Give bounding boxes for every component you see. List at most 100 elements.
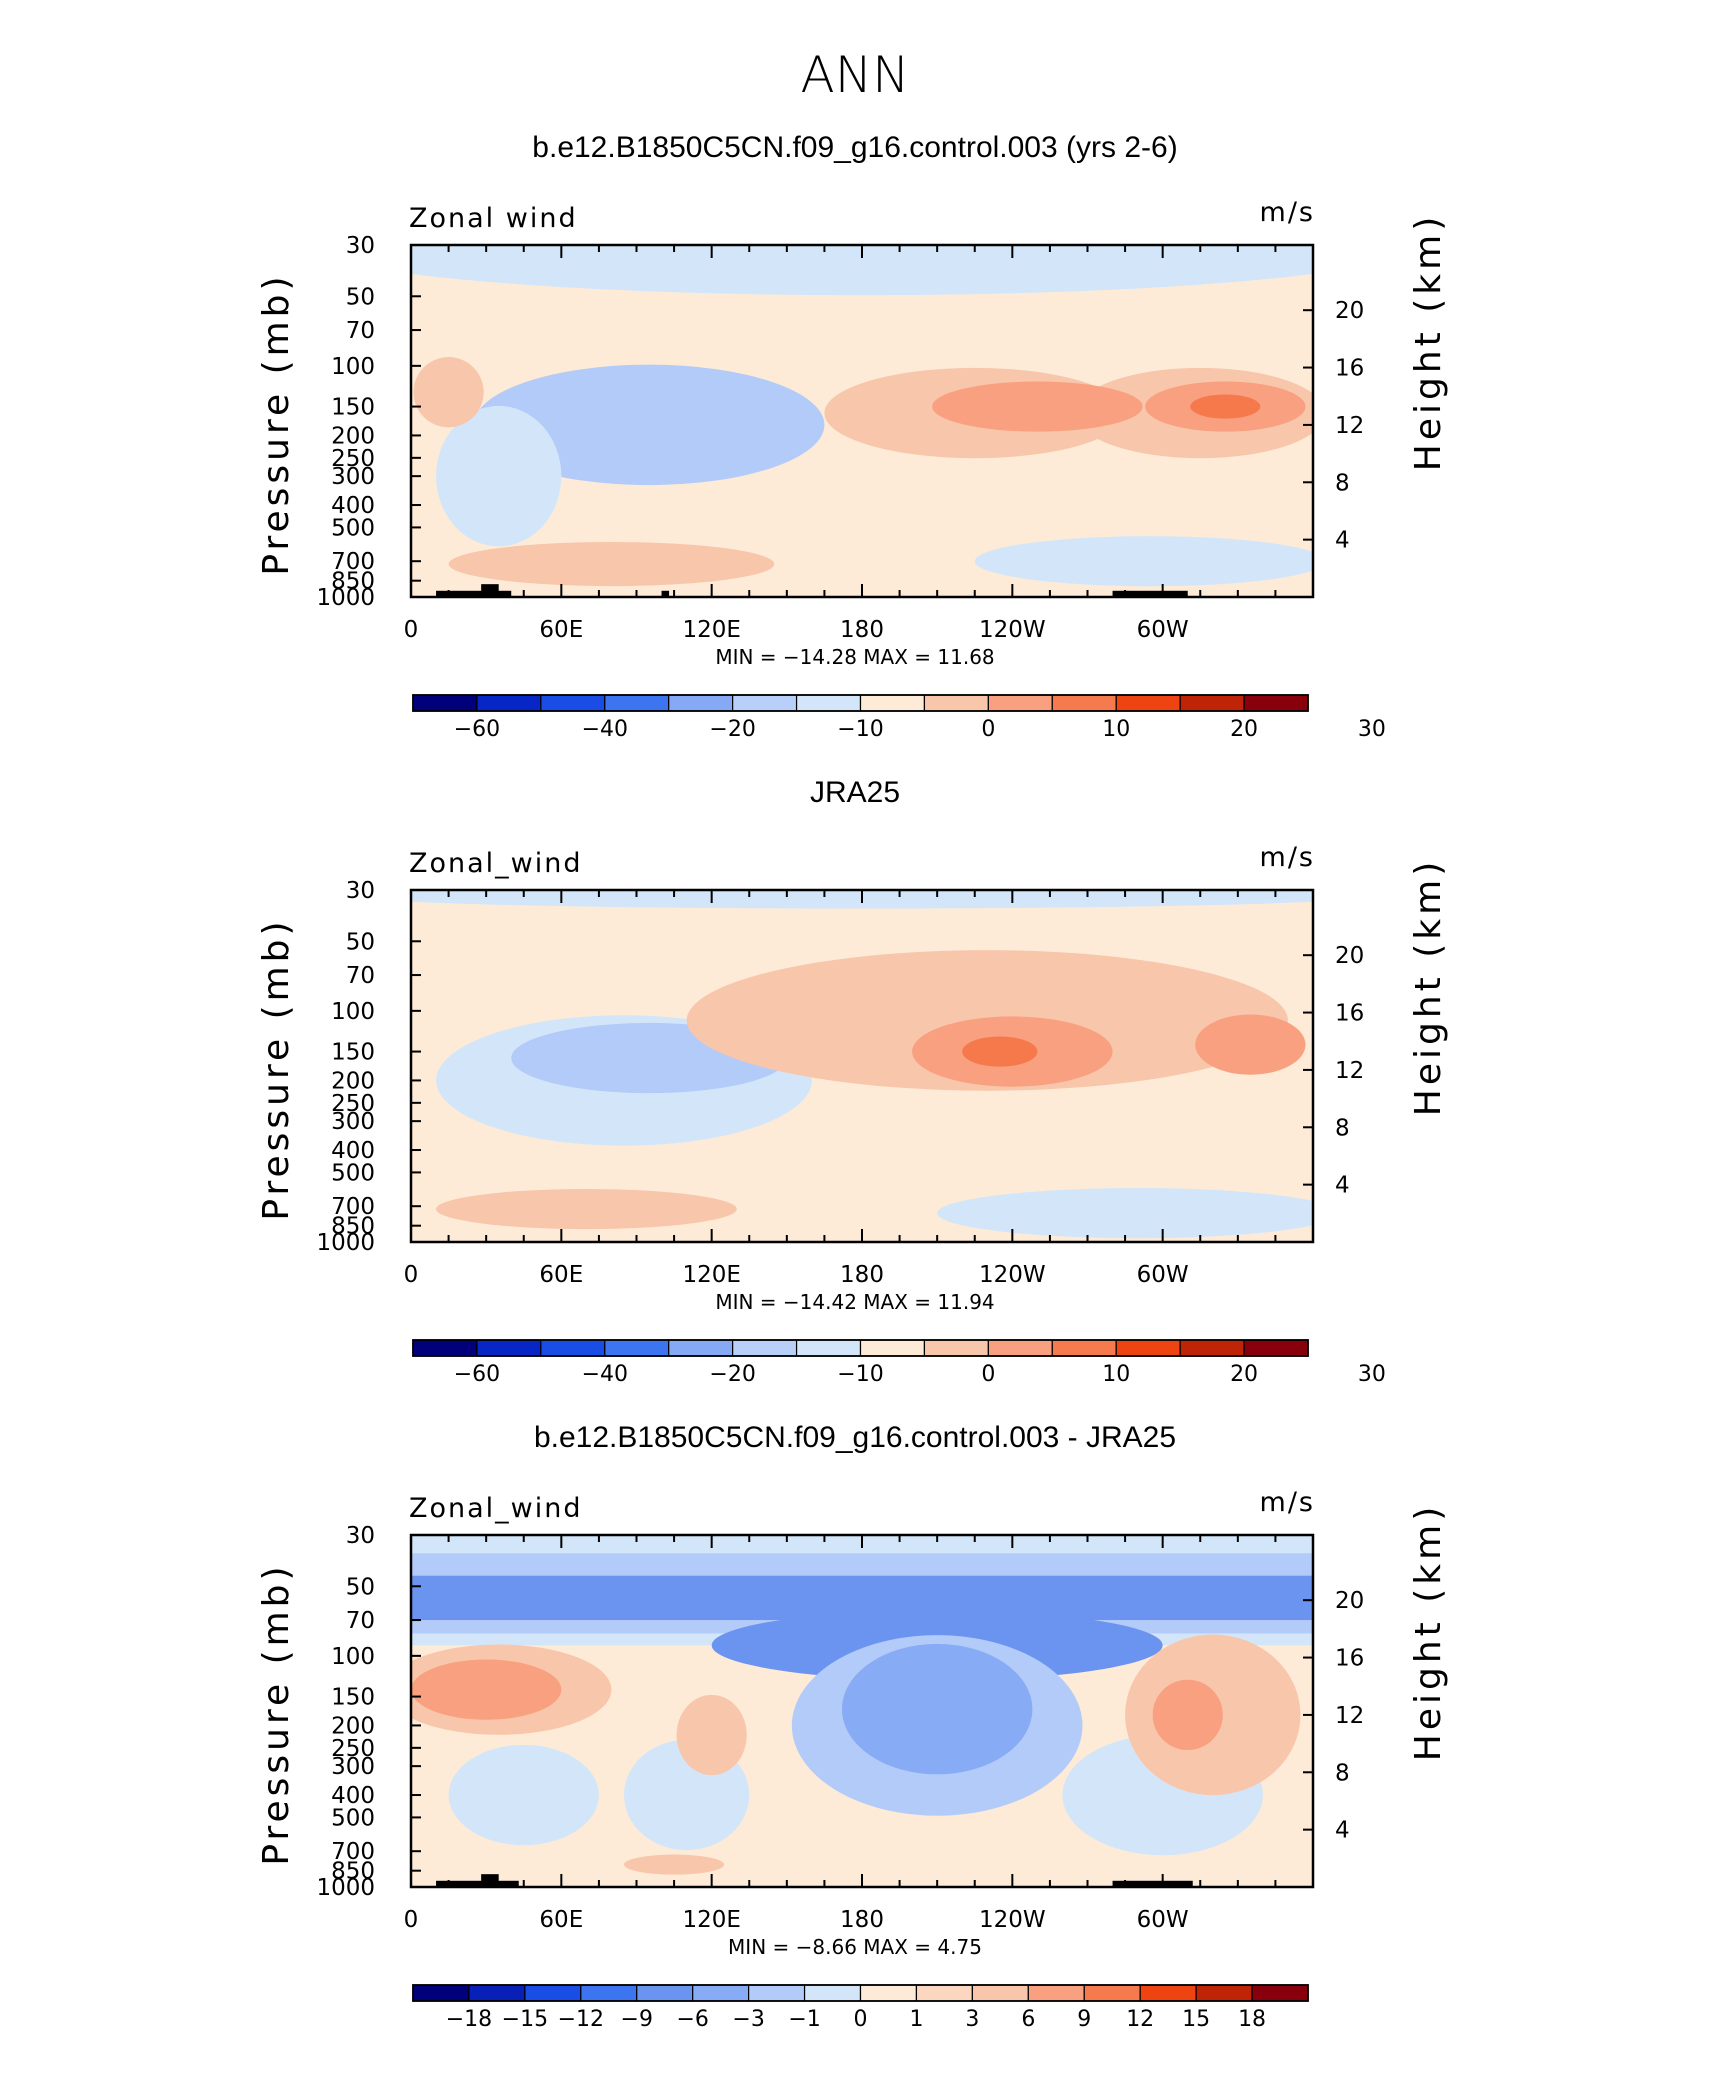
colorbar-label: 6 <box>1021 2007 1035 2032</box>
colorbar-label: −20 <box>709 1362 755 1387</box>
contour-region <box>436 1188 737 1230</box>
panel-1: b.e12.B1850C5CN.f09_g16.control.003 (yrs… <box>256 131 1449 742</box>
colorbar-label: −40 <box>582 717 628 742</box>
colorbar-swatch <box>1179 694 1245 712</box>
height-tick-label: 16 <box>1335 356 1364 382</box>
contour-region <box>676 1694 747 1776</box>
y-tick-label: 50 <box>346 284 375 310</box>
colorbar-swatch <box>859 1339 926 1357</box>
x-tick-label: 0 <box>404 617 419 643</box>
y-axis-label: Pressure (mb) <box>256 272 297 575</box>
y-tick-label: 300 <box>331 1754 375 1780</box>
height-tick-label: 16 <box>1335 1646 1364 1672</box>
y-tick-label: 200 <box>331 1713 375 1739</box>
colorbar-label: 10 <box>1102 1362 1130 1387</box>
contour-region <box>1152 1679 1223 1750</box>
topography <box>436 590 512 597</box>
height-tick-label: 4 <box>1335 1818 1350 1844</box>
x-tick-label: 180 <box>840 1262 884 1288</box>
colorbar-label: 10 <box>1102 717 1130 742</box>
colorbar-swatch <box>1243 694 1309 712</box>
height-tick-label: 12 <box>1335 413 1364 439</box>
contour-region <box>411 245 1313 296</box>
colorbar-label: −3 <box>732 2007 764 2032</box>
contour-region <box>1190 394 1261 419</box>
colorbar-frame <box>412 1339 1309 1357</box>
colorbar-frame <box>412 1984 1309 2002</box>
contour-region <box>974 536 1313 587</box>
x-tick-label: 0 <box>404 1262 419 1288</box>
colorbar-swatch <box>1083 1984 1141 2002</box>
x-tick-label: 120E <box>682 1262 740 1288</box>
colorbar-label: 9 <box>1077 2007 1091 2032</box>
y-tick-label: 700 <box>331 1839 375 1865</box>
colorbar-swatch <box>795 1339 862 1357</box>
y-tick-label: 70 <box>346 1608 375 1634</box>
variable-label: Zonal wind <box>409 203 578 234</box>
y-tick-label: 400 <box>331 1783 375 1809</box>
colorbar-swatch <box>476 694 542 712</box>
contour-region <box>448 1744 599 1846</box>
colorbar-swatch <box>412 1984 470 2002</box>
y-tick-label: 850 <box>331 1214 375 1240</box>
height-tick-label: 12 <box>1335 1703 1364 1729</box>
x-tick-label: 60W <box>1137 1262 1189 1288</box>
topography <box>481 1874 499 1887</box>
colorbar-swatch <box>923 1339 989 1357</box>
contour-region <box>623 1854 725 1875</box>
y-tick-label: 300 <box>331 1109 375 1135</box>
colorbar-swatch <box>668 694 734 712</box>
colorbar-label: −10 <box>837 717 883 742</box>
colorbar-swatch <box>1115 694 1181 712</box>
height-tick-label: 20 <box>1335 1588 1364 1614</box>
colorbar-swatch <box>636 1984 694 2002</box>
height-tick-label: 8 <box>1335 1760 1350 1786</box>
y-tick-label: 400 <box>331 1138 375 1164</box>
height-tick-label: 16 <box>1335 1001 1364 1027</box>
colorbar-label: 15 <box>1182 2007 1210 2032</box>
colorbar-swatch <box>476 1339 542 1357</box>
colorbar-label: −12 <box>558 2007 604 2032</box>
height-tick-label: 20 <box>1335 298 1364 324</box>
x-tick-label: 60E <box>539 617 583 643</box>
topography <box>481 584 499 597</box>
contour-field <box>411 1535 1313 1887</box>
x-tick-label: 120W <box>979 1907 1046 1933</box>
topography <box>661 590 670 597</box>
units-label: m/s <box>1260 842 1315 873</box>
colorbar-label: −10 <box>837 1362 883 1387</box>
colorbar-swatch <box>795 694 862 712</box>
y-tick-label: 850 <box>331 569 375 595</box>
y-tick-label: 250 <box>331 1736 375 1762</box>
colorbar-label: 3 <box>965 2007 979 2032</box>
y-tick-label: 200 <box>331 423 375 449</box>
panel-2: JRA25 Zonal_wind m/s 0 60E 120E 180 120W 60W 30 50… <box>256 776 1449 1387</box>
colorbar-frame <box>412 694 1309 712</box>
y-tick-label: 100 <box>331 999 375 1025</box>
colorbar-swatch <box>412 1339 478 1357</box>
min-max-stats: MIN = −14.42 MAX = 11.94 <box>715 1290 994 1314</box>
y-tick-label: 250 <box>331 446 375 472</box>
y-tick-label: 70 <box>346 318 375 344</box>
units-label: m/s <box>1260 1487 1315 1518</box>
colorbar-swatch <box>540 694 606 712</box>
colorbar-swatch <box>604 1339 670 1357</box>
y-tick-label: 700 <box>331 549 375 575</box>
y-tick-label: 30 <box>346 1523 375 1549</box>
contour-region <box>932 381 1143 432</box>
figure-title: ANN <box>800 46 909 104</box>
y-axis-label: Pressure (mb) <box>256 917 297 1220</box>
height-tick-label: 8 <box>1335 470 1350 496</box>
colorbar-label: −1 <box>788 2007 820 2032</box>
colorbar-swatch <box>803 1984 862 2002</box>
colorbar-label: −40 <box>582 1362 628 1387</box>
colorbar-label: 1 <box>909 2007 923 2032</box>
colorbar-swatch <box>580 1984 638 2002</box>
colorbar-swatch <box>987 694 1053 712</box>
colorbar-swatch <box>1051 694 1117 712</box>
x-tick-label: 120E <box>682 617 740 643</box>
contour-region <box>436 405 562 547</box>
topography <box>1112 1880 1193 1887</box>
colorbar-swatch <box>1139 1984 1197 2002</box>
colorbar-swatch <box>604 694 670 712</box>
